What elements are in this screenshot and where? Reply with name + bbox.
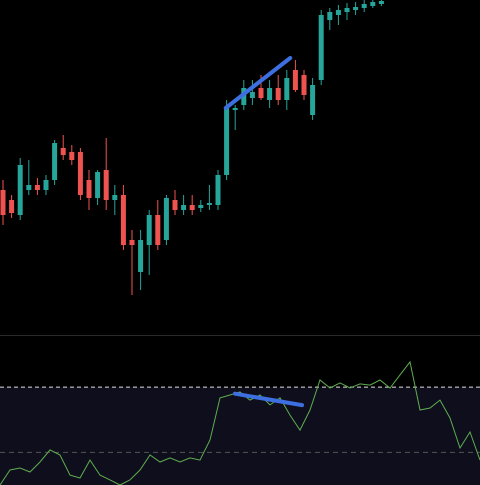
candle-body xyxy=(26,185,32,190)
candle-body xyxy=(86,180,92,198)
candle-body xyxy=(292,70,298,90)
candle-body xyxy=(95,172,101,198)
trend-line xyxy=(223,56,293,110)
candle-body xyxy=(378,1,384,4)
candle-body xyxy=(258,88,264,98)
candle-body xyxy=(232,108,238,110)
candle-body xyxy=(138,240,144,272)
candle-body xyxy=(129,240,135,245)
candle-body xyxy=(344,8,350,12)
candle-body xyxy=(34,185,40,190)
candle-body xyxy=(52,143,58,180)
candle-body xyxy=(77,152,83,195)
candle-body xyxy=(310,85,316,115)
candle-body xyxy=(301,75,307,95)
candle-body xyxy=(318,15,324,80)
candle-body xyxy=(60,148,66,155)
candle-body xyxy=(327,12,333,20)
rsi-band xyxy=(0,387,480,485)
candle-body xyxy=(120,195,126,245)
candle-body xyxy=(103,170,109,200)
candle-body xyxy=(69,152,75,160)
candle-body xyxy=(275,88,281,100)
candle-body xyxy=(215,175,221,205)
candle-body xyxy=(9,200,15,213)
candle-body xyxy=(112,195,118,200)
candle-body xyxy=(224,108,230,175)
candle-body xyxy=(284,78,290,100)
candle-body xyxy=(181,205,187,210)
candle-body xyxy=(267,88,273,100)
candle-body xyxy=(163,198,169,240)
candle-body xyxy=(172,200,178,210)
candle-body xyxy=(370,2,376,6)
candle-body xyxy=(0,190,6,215)
candle-body xyxy=(198,205,204,208)
candle-body xyxy=(353,7,359,10)
candle-body xyxy=(17,165,23,215)
candle-body xyxy=(146,215,152,245)
rsi-line xyxy=(0,360,480,485)
candle-body xyxy=(361,4,367,8)
candle-body xyxy=(155,215,161,245)
candle-body xyxy=(43,180,49,190)
trend-line xyxy=(233,391,304,408)
candle-body xyxy=(189,205,195,210)
candle-body xyxy=(249,92,255,98)
candle-body xyxy=(335,10,341,15)
candle-body xyxy=(206,203,212,205)
